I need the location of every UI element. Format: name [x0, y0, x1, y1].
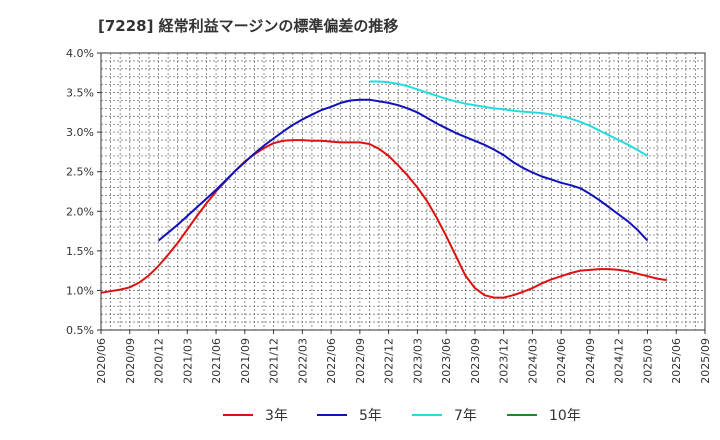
y-tick-label: 3.0%: [66, 126, 94, 139]
legend-label: 5年: [359, 408, 382, 424]
x-tick-label: 2021/12: [268, 338, 281, 384]
legend: 3年 5年 7年 10年: [223, 408, 581, 424]
series-line-7年: [369, 80, 649, 157]
x-tick-label: 2020/09: [124, 338, 137, 384]
x-tick-label: 2025/06: [670, 338, 683, 384]
series-lines: [100, 80, 667, 299]
y-tick-label: 2.5%: [66, 166, 94, 179]
x-tick-label: 2020/06: [95, 338, 108, 384]
x-tick-label: 2023/12: [498, 338, 511, 384]
x-tick-label: 2025/09: [699, 338, 712, 384]
x-tick-label: 2025/03: [641, 338, 654, 384]
legend-label: 10年: [549, 408, 581, 424]
chart-title: [7228] 経常利益マージンの標準偏差の推移: [98, 17, 398, 35]
x-tick-label: 2022/03: [296, 338, 309, 384]
x-tick-label: 2024/12: [613, 338, 626, 384]
x-tick-label: 2020/12: [153, 338, 166, 384]
y-tick-label: 0.5%: [66, 324, 94, 337]
x-tick-label: 2022/09: [354, 338, 367, 384]
y-tick-label: 3.5%: [66, 87, 94, 100]
y-tick-label: 2.0%: [66, 205, 94, 218]
x-tick-label: 2024/09: [584, 338, 597, 384]
grid-lines: [101, 53, 705, 330]
x-tick-label: 2023/03: [411, 338, 424, 384]
x-tick-label: 2023/06: [440, 338, 453, 384]
series-line-5年: [157, 98, 649, 242]
x-tick-label: 2021/03: [181, 338, 194, 384]
x-tick-label: 2022/12: [383, 338, 396, 384]
x-tick-label: 2023/09: [469, 338, 482, 384]
series-line-3年: [100, 139, 667, 299]
y-tick-label: 4.0%: [66, 47, 94, 60]
x-tick-label: 2021/09: [239, 338, 252, 384]
legend-label: 7年: [454, 408, 477, 424]
x-tick-label: 2022/06: [325, 338, 338, 384]
x-tick-label: 2021/06: [210, 338, 223, 384]
legend-label: 3年: [265, 408, 288, 424]
x-tick-label: 2024/06: [555, 338, 568, 384]
y-tick-label: 1.0%: [66, 284, 94, 297]
x-axis-ticks: 2020/06 2020/09 2020/12 2021/03 2021/06 2021/…: [95, 330, 712, 384]
y-axis-ticks: 0.5% 1.0% 1.5% 2.0% 2.5% 3.0% 3.5% 4.0%: [66, 47, 101, 337]
y-tick-label: 1.5%: [66, 245, 94, 258]
plot-frame: [100, 52, 706, 331]
x-tick-label: 2024/03: [526, 338, 539, 384]
